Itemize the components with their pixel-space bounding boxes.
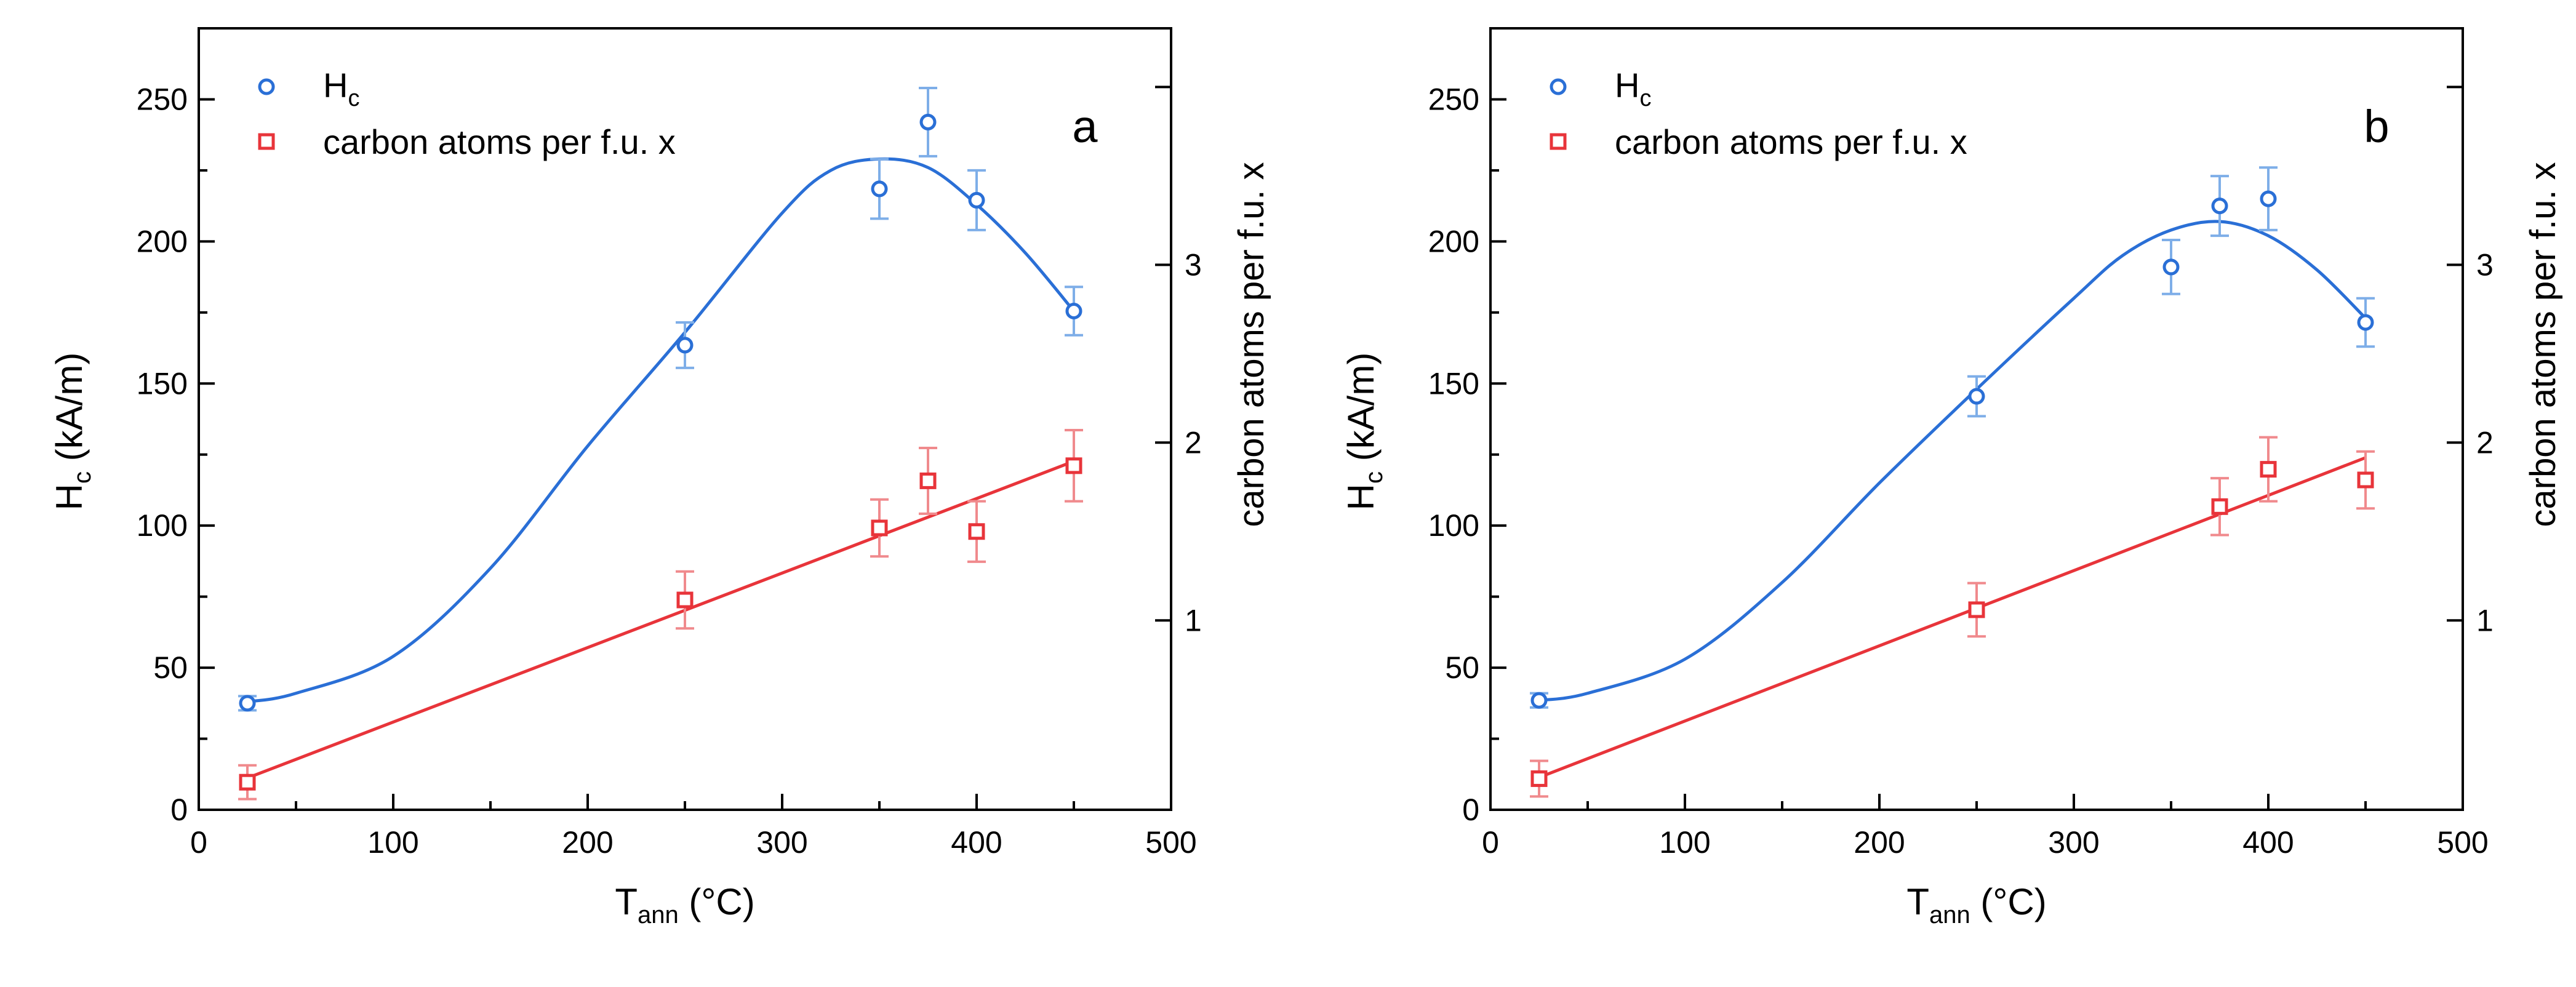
y-tick-label: 100 [1428,508,1479,543]
legend-label-hc-sub: c [348,86,359,111]
fit-line-hc [1538,220,2367,702]
x-tick-label: 500 [1145,825,1196,860]
data-point-hc [2211,198,2228,215]
x-axis-label-main: T [615,881,638,922]
data-point-hc [2260,190,2277,207]
data-point-carbon [1968,601,1985,618]
x-axis-label-sub: ann [638,901,679,929]
y-axis-label-sub: c [1361,471,1388,484]
legend-marker-carbon [1550,133,1567,150]
y-tick-label: 250 [1428,82,1479,116]
data-point-carbon [676,591,694,609]
data-point-carbon [2260,461,2277,478]
y2-tick-label: 1 [1185,603,1202,637]
x-tick-label: 0 [190,825,207,860]
legend-label-hc: Hc [1615,66,1651,111]
legend-label-carbon: carbon atoms per f.u. x [1615,122,1967,161]
x-tick-label: 100 [1659,825,1710,860]
panel-b: 0 100 200 300 400 500 0 50 100 150 200 250 1 2 3 Tann (… [1340,27,2563,929]
panel-label: a [1072,101,1098,152]
legend-marker-hc [258,78,275,95]
x-tick-label: 300 [2048,825,2099,860]
data-point-carbon [2211,498,2228,515]
y-axis-label-main: H [1340,484,1382,510]
legend-label-hc-main: H [323,66,348,105]
y-tick-label: 50 [153,650,188,685]
y-tick-label: 0 [170,793,188,827]
data-point-hc [2357,314,2374,331]
panel-a: 0 100 200 300 400 500 0 50 100 150 200 250 1 2 3 Tann (… [49,27,1271,929]
legend-label-carbon: carbon atoms per f.u. x [323,122,676,161]
x-axis-label: Tann (°C) [1906,881,2046,929]
data-point-carbon [2357,471,2374,489]
y2-tick-label: 2 [2476,425,2494,460]
data-point-carbon [1065,457,1082,474]
data-point-hc [239,695,256,712]
y-axis-label-sub: c [69,471,96,484]
data-point-hc [676,337,694,354]
y2-tick-label: 3 [1185,247,1202,282]
data-point-carbon [919,472,937,489]
y-tick-label: 200 [137,224,188,258]
y-tick-label: 100 [137,508,188,543]
panel-label: b [2364,101,2389,152]
y-tick-label: 250 [137,82,188,116]
fit-line-carbon [1538,456,2366,779]
y2-tick-label: 2 [1185,425,1202,460]
data-point-hc [1968,388,1985,405]
legend-label-hc: Hc [323,66,359,111]
y2-tick-label: 3 [2476,247,2494,282]
y-tick-label: 150 [1428,366,1479,401]
x-tick-label: 500 [2437,825,2488,860]
y-tick-label: 0 [1462,793,1479,827]
fit-line-carbon [247,460,1074,780]
data-point-carbon [871,519,888,537]
x-axis-label-unit: (°C) [1970,881,2047,922]
legend-marker-carbon [258,133,275,150]
legend-label-hc-main: H [1615,66,1639,105]
data-point-carbon [1530,770,1548,787]
data-point-hc [919,113,937,130]
data-point-hc [968,191,985,209]
data-point-hc [2162,258,2180,276]
y-tick-label: 50 [1445,650,1479,685]
data-point-hc [1065,303,1082,320]
x-tick-label: 200 [562,825,613,860]
y-axis-label-unit: (kA/m) [49,353,90,471]
y-axis-label-unit: (kA/m) [1340,353,1382,471]
y2-tick-label: 1 [2476,603,2494,637]
x-tick-label: 400 [2242,825,2294,860]
x-axis-label-sub: ann [1929,901,1970,929]
x-axis-label: Tann (°C) [615,881,754,929]
x-tick-label: 400 [951,825,1002,860]
x-tick-label: 100 [367,825,418,860]
y-tick-label: 200 [1428,224,1479,258]
y2-axis-label: carbon atoms per f.u. x [1231,162,1271,527]
data-point-carbon [968,523,985,540]
legend-marker-hc [1550,78,1567,95]
data-point-hc [871,180,888,198]
x-tick-label: 0 [1482,825,1499,860]
y-tick-label: 150 [137,366,188,401]
x-axis-label-unit: (°C) [679,881,755,922]
y2-axis-label: carbon atoms per f.u. x [2523,162,2563,527]
y-axis-label-main: H [49,484,90,510]
y-axis-label: Hc (kA/m) [49,353,96,511]
legend-label-hc-sub: c [1639,86,1651,111]
y-axis-label: Hc (kA/m) [1340,353,1388,511]
data-point-hc [1530,692,1548,709]
x-tick-label: 300 [756,825,807,860]
x-tick-label: 200 [1854,825,1905,860]
x-axis-label-main: T [1906,881,1929,922]
data-point-carbon [239,773,256,791]
